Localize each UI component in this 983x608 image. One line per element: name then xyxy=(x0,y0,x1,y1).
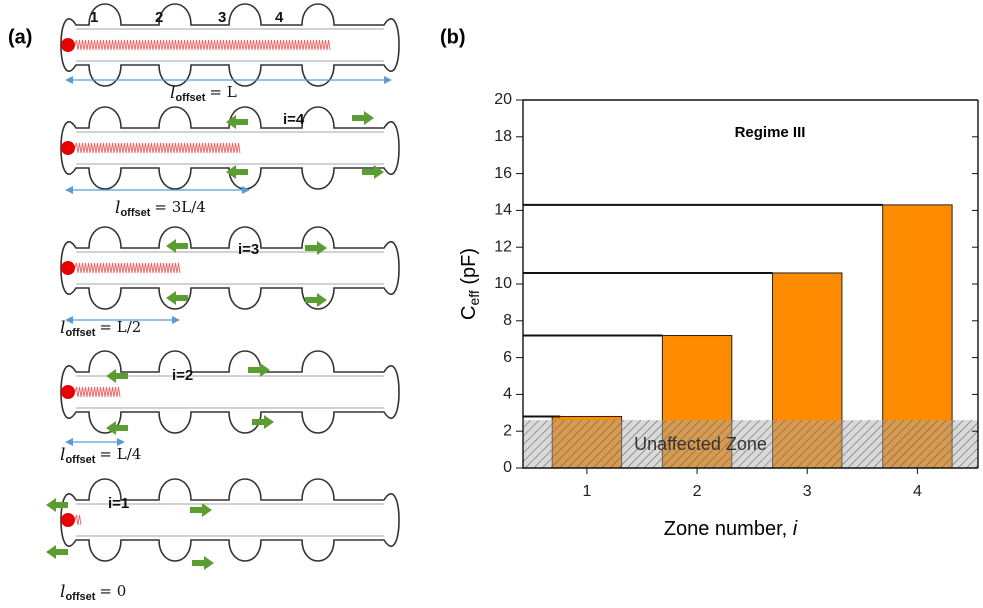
x-tick-label: 1 xyxy=(582,483,591,500)
zone-number: 2 xyxy=(155,9,163,26)
offset-label: loffset = L/2 xyxy=(60,318,141,339)
offset-subscript: offset xyxy=(65,327,95,339)
device-outline xyxy=(60,226,400,310)
y-tick-label: 18 xyxy=(494,128,512,145)
y-axis-label: Ceff (pF) xyxy=(458,248,481,320)
y-tick-label: 14 xyxy=(494,202,512,219)
spring xyxy=(74,514,82,526)
y-tick-label: 20 xyxy=(494,91,512,108)
green-arrow xyxy=(106,421,128,435)
green-arrow xyxy=(192,556,214,570)
green-arrow xyxy=(252,415,274,429)
zone-number: 4 xyxy=(275,9,284,26)
device-outline xyxy=(60,106,400,190)
y-tick-label: 10 xyxy=(494,275,512,292)
zone-number: 1 xyxy=(90,9,98,26)
particle xyxy=(61,261,75,275)
index-label: i=3 xyxy=(238,241,259,258)
green-arrow xyxy=(352,111,374,125)
green-arrow xyxy=(305,241,327,255)
y-tick-label: 12 xyxy=(494,238,512,255)
green-arrow xyxy=(106,369,128,383)
x-tick-label: 2 xyxy=(693,483,702,500)
offset-value: = L xyxy=(209,83,236,101)
x-tick-label: 3 xyxy=(803,483,812,500)
offset-symbol: l xyxy=(115,198,120,218)
offset-label: loffset = 0 xyxy=(60,582,126,603)
unaffected-zone xyxy=(523,420,978,468)
annotation: Regime III xyxy=(735,124,806,141)
axes-frame xyxy=(522,99,979,469)
green-arrow xyxy=(362,165,384,179)
device-outline xyxy=(60,350,400,434)
offset-value: = L/2 xyxy=(99,318,141,336)
y-tick-label: 16 xyxy=(494,165,512,182)
offset-subscript: offset xyxy=(65,454,95,466)
green-arrow xyxy=(226,165,248,179)
offset-subscript: offset xyxy=(120,207,150,219)
offset-symbol: l xyxy=(60,318,65,338)
green-arrow xyxy=(166,291,188,305)
offset-symbol: l xyxy=(60,582,65,602)
panel-label: (b) xyxy=(440,26,466,48)
green-arrow xyxy=(248,363,270,377)
device-outline xyxy=(60,3,400,87)
green-arrow xyxy=(305,293,327,307)
y-label-main: C xyxy=(458,306,480,320)
y-tick-label: 0 xyxy=(503,459,512,476)
panel-label: (a) xyxy=(8,26,32,48)
x-label-italic: i xyxy=(793,518,798,540)
x-tick-label: 4 xyxy=(913,483,922,500)
spring xyxy=(74,142,241,154)
y-tick-label: 8 xyxy=(503,312,512,329)
offset-subscript: offset xyxy=(175,92,205,104)
y-label-subscript: eff xyxy=(466,290,482,305)
particle xyxy=(61,513,75,527)
green-arrow xyxy=(46,545,68,559)
zone-label: Unaffected Zone xyxy=(634,434,767,454)
y-tick-label: 4 xyxy=(503,386,512,403)
index-label: i=2 xyxy=(172,367,193,384)
spring xyxy=(74,386,121,398)
offset-symbol: l xyxy=(60,445,65,465)
index-label: i=1 xyxy=(108,495,129,512)
x-label-main: Zone number, xyxy=(664,518,793,540)
green-arrow xyxy=(226,115,248,129)
offset-subscript: offset xyxy=(65,591,95,603)
green-arrow xyxy=(166,239,188,253)
offset-label: loffset = L/4 xyxy=(60,445,141,466)
device-outline xyxy=(60,478,400,562)
y-tick-label: 6 xyxy=(503,349,512,366)
spring xyxy=(74,39,331,51)
x-axis-label: Zone number, i xyxy=(664,518,798,540)
particle xyxy=(61,385,75,399)
offset-symbol: l xyxy=(170,83,175,103)
y-tick-label: 2 xyxy=(503,422,512,439)
zone-number: 3 xyxy=(218,9,226,26)
spring xyxy=(74,262,181,274)
green-arrow xyxy=(46,498,68,512)
green-arrow xyxy=(190,503,212,517)
offset-value: = 0 xyxy=(99,582,126,600)
y-label-rest: (pF) xyxy=(458,248,480,290)
offset-value: = 3L/4 xyxy=(154,198,205,216)
offset-label: loffset = L xyxy=(170,83,237,104)
index-label: i=4 xyxy=(283,111,305,128)
particle xyxy=(61,141,75,155)
offset-label: loffset = 3L/4 xyxy=(115,198,206,219)
particle xyxy=(61,38,75,52)
offset-value: = L/4 xyxy=(99,445,141,463)
